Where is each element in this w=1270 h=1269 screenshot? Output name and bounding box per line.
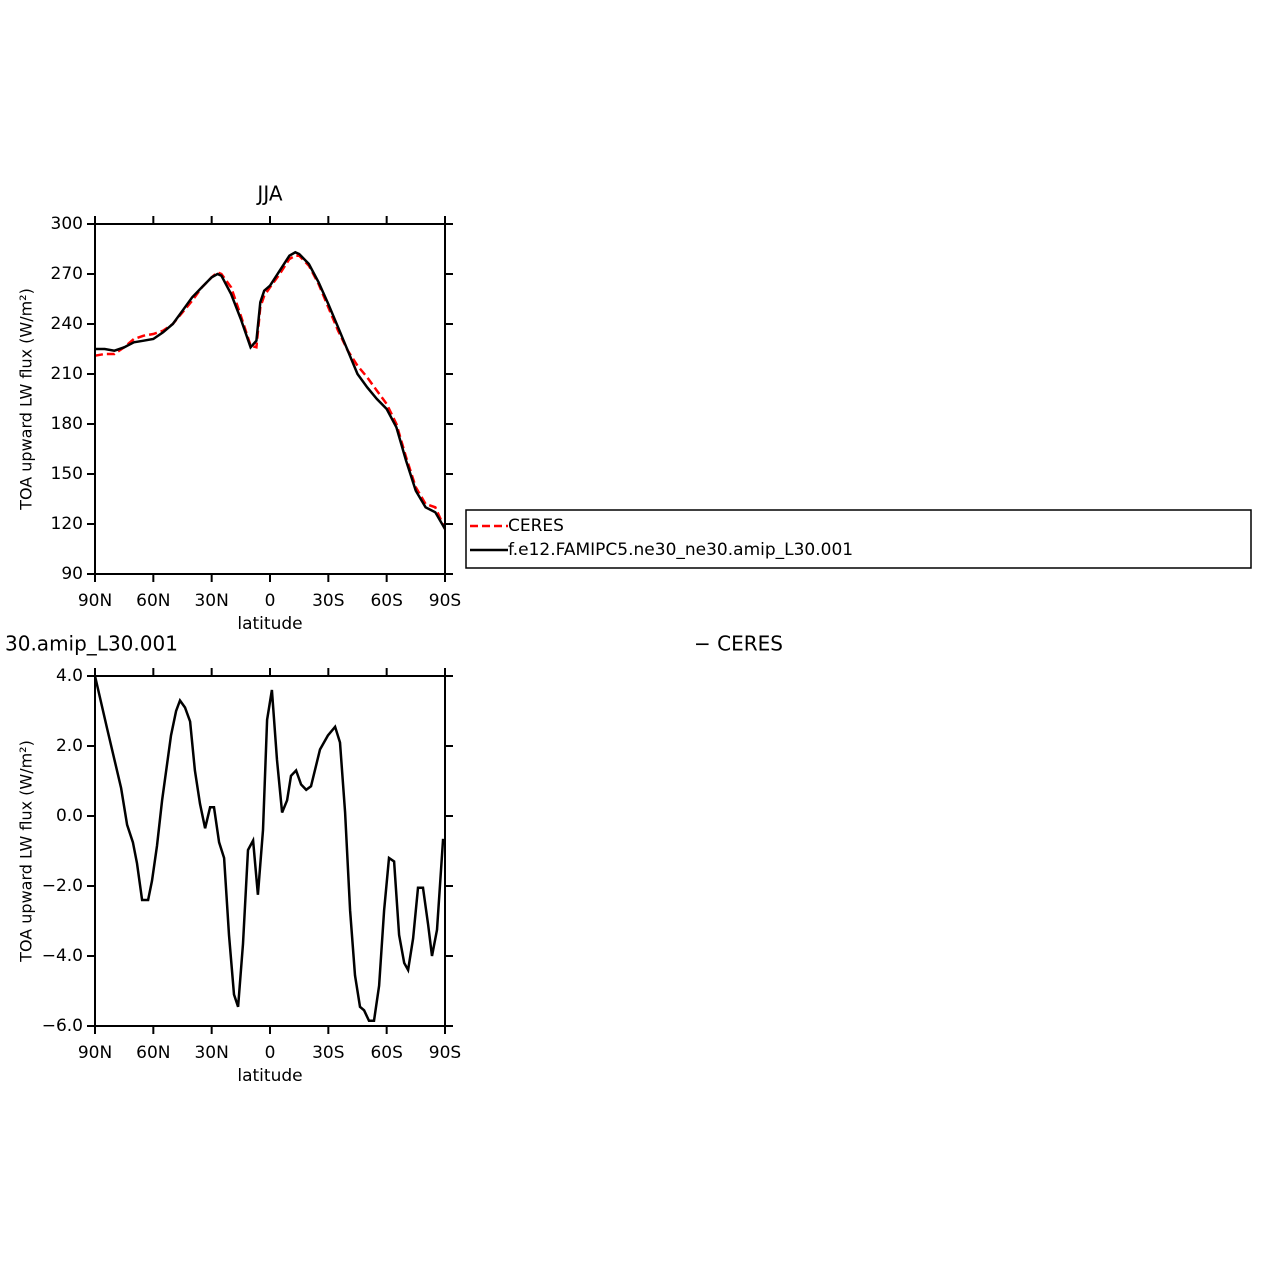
x-tick-label: 90N [78,591,112,611]
chart-title: JJA [255,182,282,206]
x-tick-label: 0 [265,591,276,611]
x-tick-label: 60N [136,591,170,611]
y-tick-label: 210 [51,364,83,384]
x-tick-label: 30S [312,1043,344,1063]
x-tick-label: 30N [194,1043,228,1063]
x-tick-label: 90S [429,1043,461,1063]
x-tick-label: 60N [136,1043,170,1063]
data-line [94,254,447,530]
chart-title: − CERES [694,632,783,656]
y-tick-label: −4.0 [42,946,83,966]
y-tick-label: 2.0 [56,736,83,756]
x-tick-label: 90N [78,1043,112,1063]
legend-label: f.e12.FAMIPC5.ne30_ne30.amip_L30.001 [508,540,853,560]
y-tick-label: 180 [51,414,83,434]
x-tick-label: 30N [194,591,228,611]
y-tick-label: 150 [51,464,83,484]
legend-label: CERES [508,516,564,536]
x-tick-label: 60S [370,1043,402,1063]
y-tick-label: 4.0 [56,666,83,686]
y-axis-label: TOA upward LW flux (W/m²) [17,740,36,963]
x-tick-label: 60S [370,591,402,611]
chart-title: 30.amip_L30.001 [5,632,178,656]
data-line [93,675,445,1023]
y-tick-label: 90 [61,564,83,584]
y-tick-label: −2.0 [42,876,83,896]
x-axis-label: latitude [237,1066,302,1086]
y-tick-label: 120 [51,514,83,534]
x-tick-label: 0 [265,1043,276,1063]
plot-frame [94,223,446,575]
y-tick-label: 270 [51,264,83,284]
y-tick-label: 300 [51,214,83,234]
x-tick-label: 90S [429,591,461,611]
data-line [95,250,447,530]
legend-box [465,509,1252,569]
plot-frame [94,675,446,1027]
y-tick-label: −6.0 [42,1016,83,1036]
x-tick-label: 30S [312,591,344,611]
y-tick-label: 240 [51,314,83,334]
x-axis-label: latitude [237,614,302,634]
y-tick-label: 0.0 [56,806,83,826]
y-axis-label: TOA upward LW flux (W/m²) [17,288,36,511]
